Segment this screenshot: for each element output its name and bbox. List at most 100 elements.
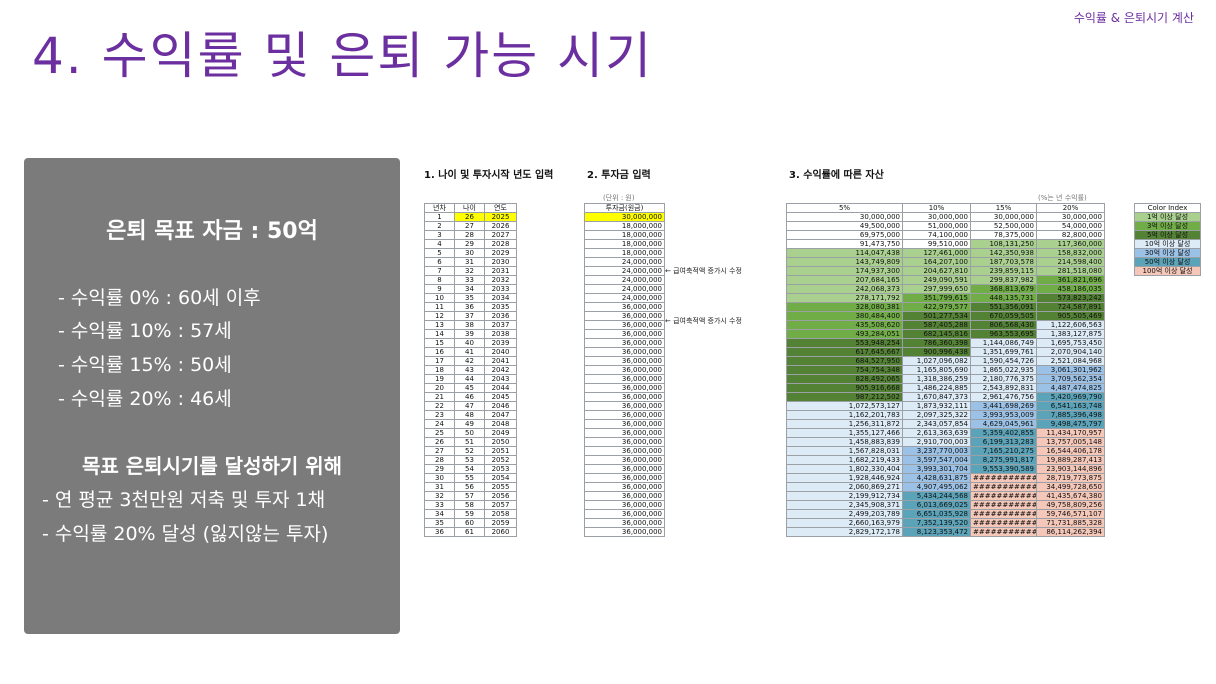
goal-heading: 목표 은퇴시기를 달성하기 위해: [81, 454, 343, 478]
table-cell: 501,277,534: [902, 311, 971, 321]
table-cell: 4,487,474,825: [1036, 383, 1105, 393]
table-cell: 2058: [484, 509, 517, 519]
table-row: 24,000,000: [584, 293, 665, 303]
table-cell: 587,405,288: [902, 320, 971, 330]
table-cell: 10억 이상 달성: [1134, 239, 1201, 249]
table-cell: 2053: [484, 464, 517, 474]
table-cell: 32: [424, 491, 455, 501]
table-cell: 23: [424, 410, 455, 420]
slide-title: 4. 수익률 및 은퇴 가능 시기: [32, 27, 654, 85]
table-cell: 2,613,363,639: [902, 428, 971, 438]
table-row: 69,975,000 74,100,000 78,375,000 82,800,000: [786, 230, 1105, 240]
table-cell: 60: [454, 518, 485, 528]
table-cell: 39: [454, 329, 485, 339]
table-cell: 51,000,000: [902, 221, 971, 231]
table-row: 1,072,573,127 1,873,932,111 3,441,698,269 6…: [786, 401, 1105, 411]
table-cell: 36,000,000: [584, 446, 665, 456]
table-cell: 1,695,753,450: [1036, 338, 1105, 348]
table-cell: 1,682,219,433: [786, 455, 903, 465]
column-header: 5%: [786, 203, 903, 213]
table-cell: 2039: [484, 338, 517, 348]
table-row: 5 30 2029: [424, 248, 517, 258]
table-row: 12 37 2036: [424, 311, 517, 321]
table-row: 242,068,373 297,999,650 368,813,679 458,186…: [786, 284, 1105, 294]
table-row: 21 46 2045: [424, 392, 517, 402]
table-cell: 45: [454, 383, 485, 393]
table-cell: 328,080,381: [786, 302, 903, 312]
table-cell: 57: [454, 491, 485, 501]
table-row: 36,000,000: [584, 392, 665, 402]
color-index-row: 1억 이상 달성: [1134, 212, 1201, 222]
column-header: 투자금(원금): [584, 203, 665, 213]
table-cell: 1,865,022,935: [970, 365, 1037, 375]
table-cell: 30,000,000: [970, 212, 1037, 222]
table-cell: 963,553,695: [970, 329, 1037, 339]
table-cell: 13,757,005,148: [1036, 437, 1105, 447]
table-row: 3 28 2027: [424, 230, 517, 240]
table-cell: 36,000,000: [584, 356, 665, 366]
table-cell: 2035: [484, 302, 517, 312]
edit-note: ← 급여축적액 증가시 수정: [665, 317, 742, 325]
table-cell: 4,629,045,961: [970, 419, 1037, 429]
table-row: 1,458,883,839 2,910,700,003 6,199,313,283 1…: [786, 437, 1105, 447]
table-cell: 34: [454, 284, 485, 294]
table-cell: 435,508,620: [786, 320, 903, 330]
table-cell: 21: [424, 392, 455, 402]
table-cell: 2050: [484, 437, 517, 447]
table-cell: 30,000,000: [584, 212, 665, 222]
table-cell: 1,802,330,404: [786, 464, 903, 474]
table-cell: 2,060,869,271: [786, 482, 903, 492]
table-row: 14 39 2038: [424, 329, 517, 339]
table-row: 1,256,311,872 2,343,057,854 4,629,045,961 9…: [786, 419, 1105, 429]
table-row: 24,000,000: [584, 266, 665, 276]
table-cell: 16: [424, 347, 455, 357]
table-cell: 27: [424, 446, 455, 456]
table-cell: 1,351,699,761: [970, 347, 1037, 357]
table-cell: 3,993,953,009: [970, 410, 1037, 420]
table-cell: 18,000,000: [584, 221, 665, 231]
table-cell: 61: [454, 527, 485, 537]
table-cell: 1,162,201,783: [786, 410, 903, 420]
table-row: 617,645,667 900,996,438 1,351,699,761 2,070…: [786, 347, 1105, 357]
table-cell: 29: [424, 464, 455, 474]
table-cell: 19: [424, 374, 455, 384]
table-cell: 204,627,810: [902, 266, 971, 276]
column-header: 나이: [454, 203, 485, 213]
table-row: 36,000,000: [584, 401, 665, 411]
table-cell: 1,670,847,373: [902, 392, 971, 402]
table-cell: 36,000,000: [584, 320, 665, 330]
table-cell: 36,000,000: [584, 365, 665, 375]
table-cell: 40: [454, 338, 485, 348]
table-row: 27 52 2051: [424, 446, 517, 456]
table-row: 32 57 2056: [424, 491, 517, 501]
table-row: 26 51 2050: [424, 437, 517, 447]
table-cell: 22: [424, 401, 455, 411]
unit-label: (단위 : 원): [603, 194, 635, 202]
table-cell: 28: [424, 455, 455, 465]
table-cell: 4,428,631,875: [902, 473, 971, 483]
table-cell: 6,541,163,748: [1036, 401, 1105, 411]
table-row: 24,000,000: [584, 284, 665, 294]
table-cell: 724,587,891: [1036, 302, 1105, 312]
table-cell: 2031: [484, 266, 517, 276]
table-cell: 30: [454, 248, 485, 258]
table-row: 36,000,000: [584, 464, 665, 474]
table-cell: 2037: [484, 320, 517, 330]
table-cell: 12: [424, 311, 455, 321]
table-cell: 8,275,991,817: [970, 455, 1037, 465]
table-cell: 2045: [484, 392, 517, 402]
color-index-row: 30억 이상 달성: [1134, 248, 1201, 258]
table-cell: 71,731,885,328: [1036, 518, 1105, 528]
table-cell: 59: [454, 509, 485, 519]
table-row: 25 50 2049: [424, 428, 517, 438]
table-cell: 448,135,731: [970, 293, 1037, 303]
table-cell: 108,131,250: [970, 239, 1037, 249]
table-cell: 351,799,615: [902, 293, 971, 303]
rate-line: - 수익률 10% : 57세: [58, 320, 232, 342]
column-header: 년차: [424, 203, 455, 213]
table-cell: 23,903,144,896: [1036, 464, 1105, 474]
table-cell: 28: [454, 230, 485, 240]
color-index-header: Color Index: [1134, 203, 1201, 213]
table-cell: 828,492,065: [786, 374, 903, 384]
table-cell: ###########: [970, 491, 1037, 501]
